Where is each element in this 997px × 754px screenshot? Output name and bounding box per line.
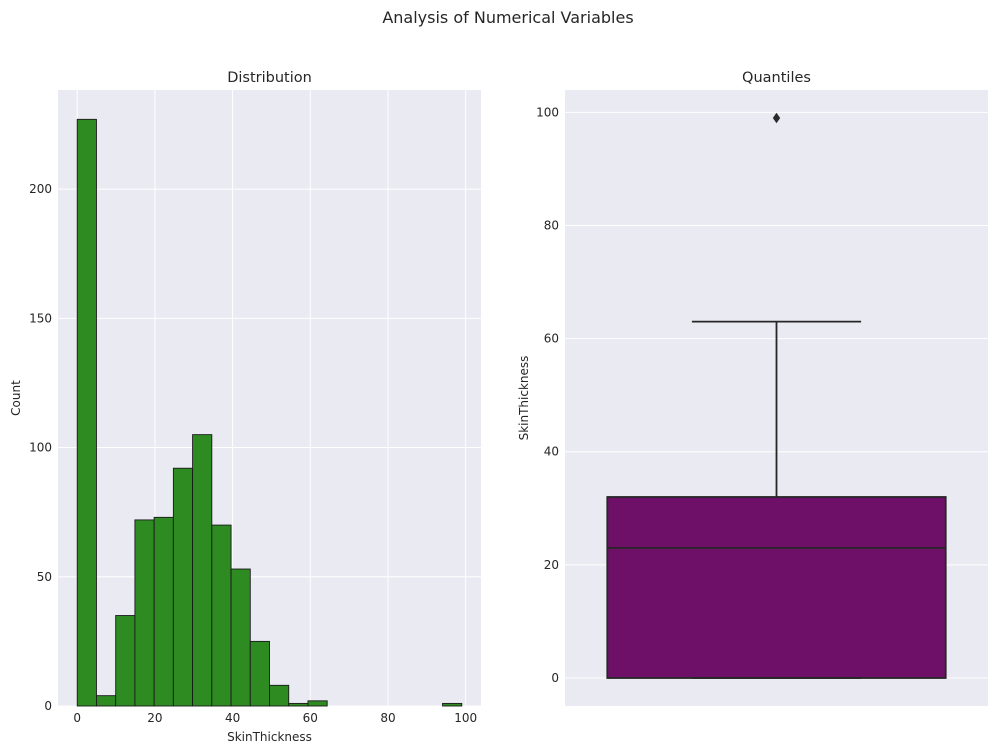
boxplot-title: Quantiles	[742, 70, 811, 86]
histogram-y-tick-label: 150	[29, 311, 52, 325]
histogram-bars	[76, 118, 463, 707]
boxplot-y-tick-label: 60	[544, 332, 559, 346]
histogram-bar	[249, 640, 270, 707]
histogram-bar	[115, 615, 136, 707]
histogram-plot-area	[58, 90, 481, 706]
histogram-bar	[288, 702, 309, 707]
histogram-title: Distribution	[227, 70, 312, 86]
boxplot-y-tick-label: 0	[551, 671, 559, 685]
histogram-bar	[134, 519, 155, 707]
histogram-x-tick-label: 20	[147, 711, 162, 725]
histogram-x-tick-label: 40	[225, 711, 240, 725]
histogram-chart: 0 20 40 60 80 100 0 50 100 150 200 Distribution S…	[9, 70, 481, 744]
histogram-y-tick-label: 200	[29, 182, 52, 196]
boxplot-box	[606, 496, 947, 679]
boxplot-chart: 0 20 40 60 80 100 Quantiles SkinThickness	[517, 70, 988, 706]
histogram-y-tick-label: 50	[37, 570, 52, 584]
histogram-x-tick-label: 60	[303, 711, 318, 725]
histogram-x-tick-label: 80	[380, 711, 395, 725]
histogram-bar	[230, 568, 251, 707]
histogram-bar	[442, 702, 463, 707]
histogram-bar	[76, 118, 97, 707]
histogram-x-axis-label: SkinThickness	[227, 730, 312, 744]
histogram-bar	[96, 695, 117, 707]
histogram-bar	[153, 516, 174, 707]
histogram-bar	[211, 524, 232, 707]
boxplot-y-tick-label: 100	[536, 105, 559, 119]
boxplot-y-tick-labels: 0 20 40 60 80 100	[536, 105, 559, 685]
histogram-x-tick-label: 0	[73, 711, 81, 725]
histogram-y-tick-labels: 0 50 100 150 200	[29, 182, 52, 713]
histogram-bar	[192, 434, 213, 707]
boxplot-y-tick-label: 80	[544, 218, 559, 232]
histogram-bar	[269, 684, 290, 707]
boxplot-marks	[606, 112, 947, 679]
histogram-y-tick-label: 0	[44, 699, 52, 713]
histogram-bar	[307, 700, 328, 707]
histogram-bar	[172, 467, 194, 707]
boxplot-y-tick-label: 20	[544, 558, 559, 572]
histogram-y-axis-label: Count	[9, 380, 23, 416]
boxplot-y-tick-label: 40	[544, 445, 559, 459]
histogram-grid	[58, 90, 481, 707]
histogram-x-tick-labels: 0 20 40 60 80 100	[73, 711, 477, 725]
histogram-y-tick-label: 100	[29, 441, 52, 455]
figure-suptitle: Analysis of Numerical Variables	[382, 8, 633, 27]
boxplot-y-axis-label: SkinThickness	[517, 356, 531, 441]
histogram-x-tick-label: 100	[454, 711, 477, 725]
boxplot-outlier	[772, 112, 781, 124]
